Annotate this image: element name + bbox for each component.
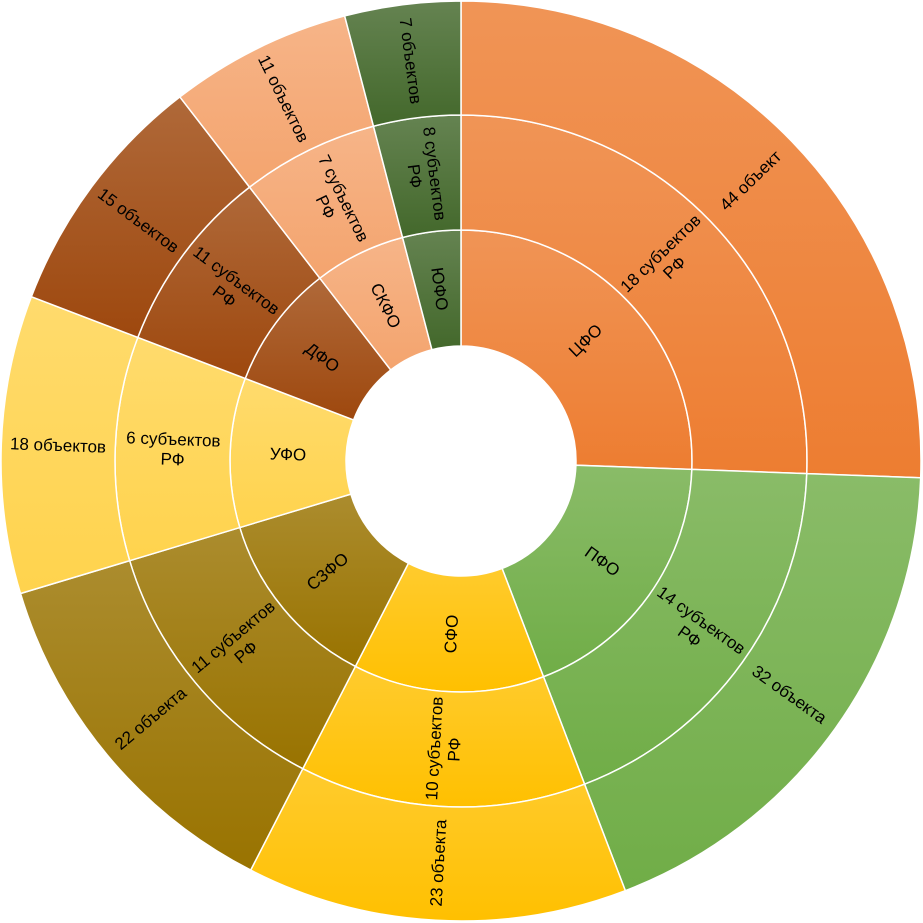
objects-segment — [343, 0, 462, 128]
objects-segment — [460, 0, 922, 479]
